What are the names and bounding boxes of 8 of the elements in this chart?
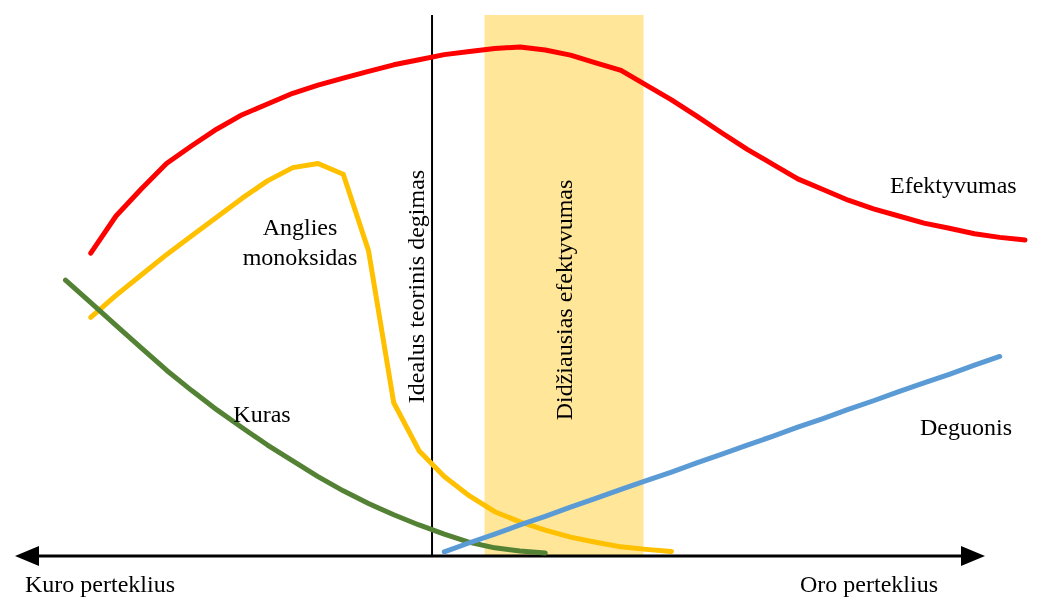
series-label: Deguonis bbox=[920, 414, 1012, 440]
text: Kuro perteklius bbox=[25, 571, 175, 597]
annotation: Didžiausias efektyvumas bbox=[551, 179, 578, 421]
text: Idealus teorinis degimas bbox=[403, 169, 430, 404]
text: Oro perteklius bbox=[800, 571, 938, 597]
series-label: Kuras bbox=[233, 401, 291, 427]
series-label: Efektyvumas bbox=[890, 172, 1017, 198]
series-label: Anglies monoksidas bbox=[242, 214, 358, 270]
